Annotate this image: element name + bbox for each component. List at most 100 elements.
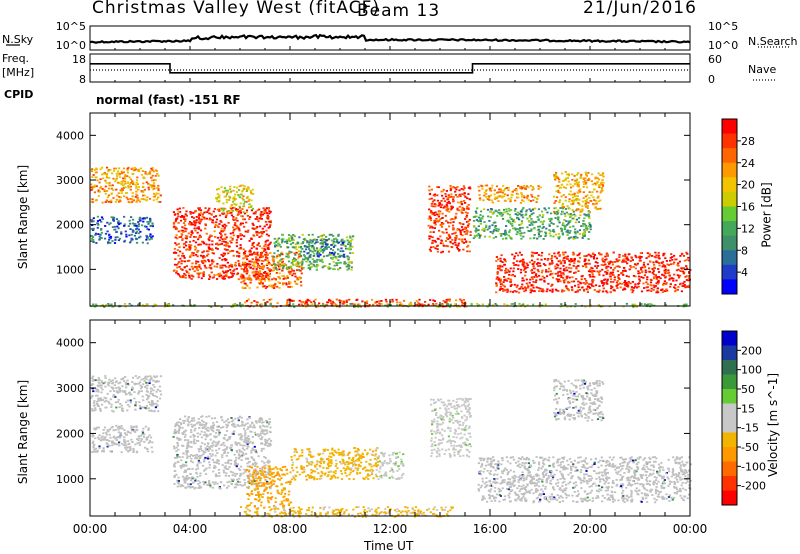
power-scatter-cell — [635, 305, 638, 308]
power-scatter-cell — [567, 213, 570, 216]
power-scatter-cell — [589, 254, 592, 257]
power-scatter-cell — [208, 236, 211, 239]
power-scatter-cell — [616, 275, 620, 278]
power-scatter-cell — [223, 264, 226, 267]
power-scatter-cell — [255, 256, 258, 259]
power-scatter-cell — [652, 269, 655, 272]
power-scatter-cell — [485, 193, 488, 195]
power-scatter-cell — [134, 223, 137, 226]
power-scatter-cell — [230, 276, 233, 278]
power-scatter-cell — [542, 263, 545, 265]
power-scatter-cell — [574, 221, 577, 224]
power-scatter-cell — [503, 208, 506, 211]
power-scatter-cell — [434, 211, 437, 214]
power-scatter-cell — [498, 209, 501, 211]
power-scatter-cell — [124, 180, 127, 183]
power-scatter-cell — [476, 207, 479, 210]
power-scatter-cell — [225, 224, 228, 227]
power-scatter-cell — [440, 239, 443, 242]
power-scatter-cell — [466, 231, 469, 234]
power-scatter-cell — [156, 187, 159, 189]
power-scatter-cell — [503, 263, 506, 266]
power-scatter-cell — [149, 225, 152, 227]
power-scatter-cell — [218, 257, 221, 259]
power-scatter-cell — [451, 242, 455, 245]
power-scatter-cell — [546, 288, 549, 291]
power-scatter-cell — [587, 270, 591, 273]
velocity-scatter-cell — [129, 446, 132, 448]
power-scatter-cell — [335, 240, 339, 243]
power-scatter-cell — [248, 274, 251, 277]
power-scatter-cell — [526, 217, 529, 220]
power-scatter-cell — [498, 188, 501, 191]
power-scatter-cell — [331, 258, 334, 260]
power-scatter-cell — [449, 303, 452, 306]
power-scatter-cell — [477, 225, 480, 228]
power-scatter-cell — [431, 242, 434, 245]
velocity-scatter-cell — [185, 453, 188, 456]
power-scatter-cell — [151, 184, 154, 187]
power-scatter-cell — [575, 267, 578, 270]
power-scatter-cell — [566, 224, 569, 226]
power-scatter-cell — [661, 291, 664, 294]
power-scatter-cell — [679, 270, 682, 272]
velocity-scatter-cell — [111, 388, 114, 390]
velocity-scatter-cell — [147, 401, 150, 403]
power-scatter-cell — [225, 274, 228, 276]
power-scatter-cell — [493, 193, 496, 196]
power-scatter-cell — [302, 241, 305, 243]
power-scatter-cell — [571, 203, 575, 205]
power-scatter-cell — [258, 259, 261, 262]
power-scatter-cell — [666, 263, 669, 266]
power-scatter-cell — [464, 202, 467, 204]
power-scatter-cell — [494, 236, 498, 238]
power-scatter-cell — [248, 218, 251, 220]
power-scatter-cell — [488, 220, 491, 222]
power-scatter-cell — [208, 248, 211, 250]
power-scatter-cell — [274, 267, 277, 269]
power-scatter-cell — [298, 250, 301, 253]
power-scatter-cell — [532, 199, 535, 202]
power-scatter-cell — [320, 250, 323, 252]
power-scatter-cell — [577, 253, 581, 256]
velocity-scatter-cell — [102, 399, 105, 401]
velocity-scatter-cell — [95, 394, 98, 397]
power-scatter-cell — [253, 300, 256, 302]
power-scatter-cell — [536, 275, 539, 278]
power-scatter-cell — [276, 264, 279, 267]
velocity-scatter-cell — [132, 428, 136, 431]
power-scatter-cell — [494, 196, 497, 199]
power-scatter-cell — [318, 258, 321, 261]
power-scatter-cell — [305, 248, 308, 251]
power-scatter-cell — [230, 209, 233, 212]
velocity-scatter-cell — [104, 381, 107, 384]
power-scatter-cell — [213, 226, 217, 228]
power-scatter-cell — [651, 272, 654, 274]
power-scatter-cell — [144, 225, 147, 228]
power-scatter-cell — [246, 285, 249, 287]
power-scatter-cell — [503, 276, 506, 278]
power-scatter-cell — [175, 263, 178, 266]
power-scatter-cell — [624, 284, 627, 287]
velocity-scatter-cell — [93, 443, 96, 446]
power-scatter-cell — [438, 210, 441, 213]
power-scatter-cell — [577, 181, 580, 184]
power-scatter-cell — [554, 265, 557, 268]
power-scatter-cell — [252, 271, 255, 274]
power-scatter-cell — [453, 218, 456, 221]
power-scatter-cell — [104, 225, 107, 227]
power-scatter-cell — [639, 257, 642, 260]
power-scatter-cell — [510, 279, 513, 281]
power-scatter-cell — [126, 171, 130, 174]
power-scatter-cell — [118, 223, 121, 226]
power-scatter-cell — [259, 272, 262, 275]
power-scatter-cell — [587, 238, 590, 240]
power-scatter-cell — [656, 261, 659, 264]
power-scatter-cell — [248, 250, 251, 253]
power-scatter-cell — [229, 250, 232, 253]
power-scatter-cell — [458, 209, 461, 212]
power-scatter-cell — [572, 253, 576, 256]
power-scatter-cell — [179, 276, 182, 278]
velocity-scatter-cell — [135, 451, 138, 454]
power-scatter-cell — [623, 281, 626, 284]
